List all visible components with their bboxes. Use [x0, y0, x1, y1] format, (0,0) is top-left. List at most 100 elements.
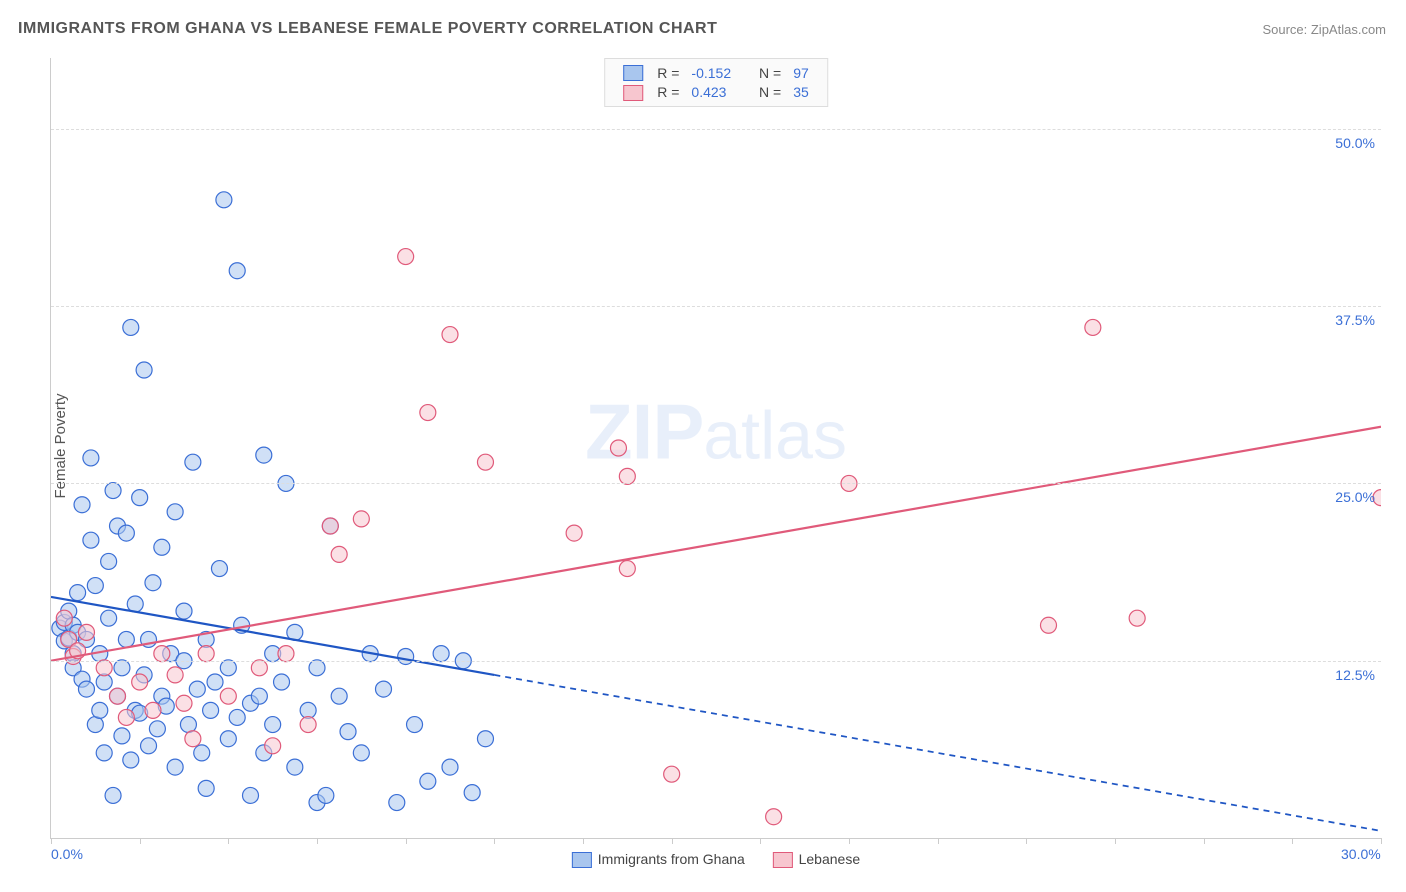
scatter-point-ghana — [83, 450, 99, 466]
x-tick — [1292, 838, 1293, 844]
scatter-point-ghana — [61, 603, 77, 619]
x-tick — [406, 838, 407, 844]
scatter-point-ghana — [287, 759, 303, 775]
scatter-point-ghana — [207, 674, 223, 690]
scatter-point-ghana — [92, 702, 108, 718]
r-label: R = — [651, 63, 685, 82]
scatter-point-ghana — [229, 709, 245, 725]
y-tick-label: 12.5% — [1335, 667, 1375, 683]
y-tick-label: 50.0% — [1335, 135, 1375, 151]
x-tick — [51, 838, 52, 844]
scatter-point-lebanese — [167, 667, 183, 683]
scatter-point-lebanese — [664, 766, 680, 782]
scatter-point-ghana — [176, 603, 192, 619]
scatter-point-ghana — [287, 624, 303, 640]
scatter-point-ghana — [211, 561, 227, 577]
x-tick — [849, 838, 850, 844]
legend-row-ghana: R = -0.152 N = 97 — [617, 63, 815, 82]
scatter-point-lebanese — [251, 660, 267, 676]
scatter-point-lebanese — [265, 738, 281, 754]
scatter-point-ghana — [110, 688, 126, 704]
scatter-point-ghana — [136, 667, 152, 683]
scatter-point-ghana — [274, 674, 290, 690]
scatter-point-lebanese — [185, 731, 201, 747]
scatter-point-lebanese — [1085, 319, 1101, 335]
gridline — [51, 661, 1381, 662]
scatter-point-ghana — [167, 504, 183, 520]
scatter-point-ghana — [340, 724, 356, 740]
scatter-point-ghana — [163, 646, 179, 662]
chart-title: IMMIGRANTS FROM GHANA VS LEBANESE FEMALE… — [18, 20, 717, 38]
n-value-ghana: 97 — [787, 63, 815, 82]
scatter-point-ghana — [65, 646, 81, 662]
scatter-point-ghana — [65, 660, 81, 676]
x-tick — [228, 838, 229, 844]
watermark-bold: ZIP — [585, 388, 703, 476]
scatter-point-ghana — [56, 633, 72, 649]
scatter-point-ghana — [132, 490, 148, 506]
scatter-point-ghana — [154, 539, 170, 555]
scatter-point-lebanese — [198, 646, 214, 662]
scatter-point-lebanese — [78, 624, 94, 640]
scatter-point-ghana — [309, 660, 325, 676]
scatter-point-ghana — [185, 454, 201, 470]
x-tick-label: 0.0% — [51, 846, 83, 862]
scatter-point-ghana — [105, 483, 121, 499]
scatter-point-lebanese — [96, 660, 112, 676]
scatter-point-ghana — [145, 575, 161, 591]
scatter-point-lebanese — [220, 688, 236, 704]
scatter-point-lebanese — [398, 249, 414, 265]
scatter-point-ghana — [220, 731, 236, 747]
scatter-point-ghana — [132, 705, 148, 721]
swatch-ghana — [623, 65, 643, 81]
scatter-point-ghana — [158, 698, 174, 714]
scatter-point-lebanese — [278, 646, 294, 662]
scatter-point-ghana — [83, 532, 99, 548]
scatter-point-ghana — [220, 660, 236, 676]
scatter-point-ghana — [96, 745, 112, 761]
scatter-point-lebanese — [420, 405, 436, 421]
swatch-lebanese-icon — [773, 852, 793, 868]
scatter-point-lebanese — [322, 518, 338, 534]
y-tick-label: 25.0% — [1335, 489, 1375, 505]
scatter-point-lebanese — [331, 546, 347, 562]
scatter-point-ghana — [70, 585, 86, 601]
scatter-point-ghana — [74, 671, 90, 687]
watermark: ZIPatlas — [585, 387, 847, 478]
correlation-legend: R = -0.152 N = 97 R = 0.423 N = 35 — [604, 58, 828, 107]
scatter-point-ghana — [389, 795, 405, 811]
scatter-point-ghana — [477, 731, 493, 747]
scatter-point-ghana — [407, 717, 423, 733]
scatter-point-ghana — [141, 631, 157, 647]
scatter-point-ghana — [61, 630, 77, 646]
scatter-point-ghana — [52, 620, 68, 636]
scatter-point-lebanese — [619, 561, 635, 577]
scatter-point-ghana — [149, 721, 165, 737]
scatter-point-ghana — [216, 192, 232, 208]
scatter-point-ghana — [362, 646, 378, 662]
scatter-point-lebanese — [56, 610, 72, 626]
gridline — [51, 129, 1381, 130]
swatch-lebanese — [623, 85, 643, 101]
scatter-point-lebanese — [118, 709, 134, 725]
x-tick — [1115, 838, 1116, 844]
scatter-point-ghana — [123, 319, 139, 335]
legend-row-lebanese: R = 0.423 N = 35 — [617, 82, 815, 101]
scatter-point-ghana — [265, 646, 281, 662]
scatter-point-ghana — [442, 759, 458, 775]
r-value-lebanese: 0.423 — [685, 82, 737, 101]
scatter-point-ghana — [167, 759, 183, 775]
n-value-lebanese: 35 — [787, 82, 815, 101]
scatter-point-ghana — [198, 780, 214, 796]
plot-region: ZIPatlas R = -0.152 N = 97 R = 0.423 N — [50, 58, 1381, 839]
scatter-point-ghana — [154, 688, 170, 704]
scatter-point-ghana — [96, 674, 112, 690]
scatter-point-ghana — [141, 738, 157, 754]
legend-item-lebanese: Lebanese — [773, 851, 860, 868]
scatter-point-lebanese — [1129, 610, 1145, 626]
scatter-point-ghana — [65, 617, 81, 633]
regression-line-dashed-ghana — [494, 675, 1381, 831]
gridline — [51, 306, 1381, 307]
scatter-point-ghana — [127, 596, 143, 612]
x-tick — [583, 838, 584, 844]
